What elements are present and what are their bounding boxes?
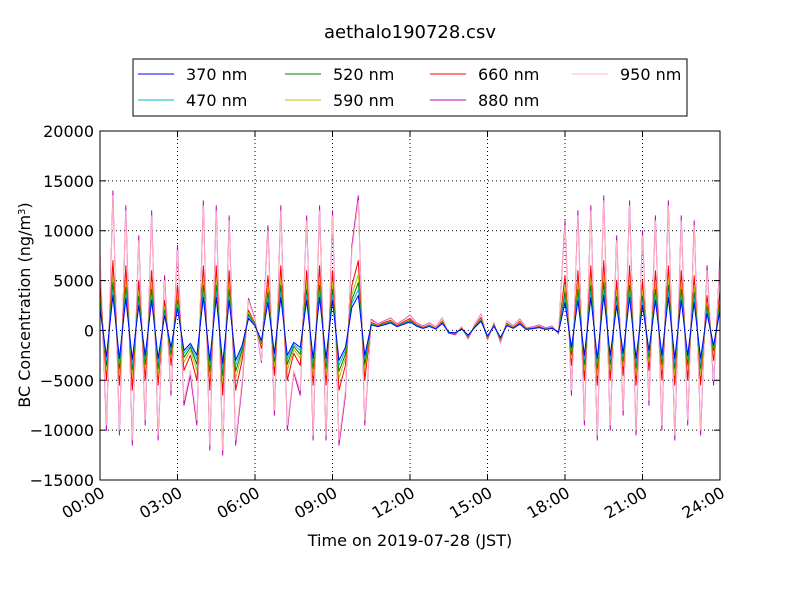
series-line-520-nm bbox=[100, 282, 720, 376]
series-line-590-nm bbox=[100, 274, 720, 383]
legend-item: 880 nm bbox=[430, 91, 539, 110]
legend-item: 520 nm bbox=[285, 65, 394, 84]
chart-title: aethalo190728.csv bbox=[324, 22, 496, 43]
y-tick-label: −15000 bbox=[30, 471, 94, 490]
x-tick-label: 15:00 bbox=[446, 483, 495, 523]
legend-item: 590 nm bbox=[285, 91, 394, 110]
legend-frame bbox=[132, 58, 688, 117]
x-axis-label: Time on 2019-07-28 (JST) bbox=[307, 531, 512, 550]
y-tick-label: 0 bbox=[84, 321, 94, 340]
x-tick-label: 06:00 bbox=[214, 483, 263, 523]
legend-label: 590 nm bbox=[333, 91, 394, 110]
series-layer bbox=[100, 190, 720, 456]
y-tick-label: −10000 bbox=[30, 421, 94, 440]
legend-label: 370 nm bbox=[186, 65, 247, 84]
legend-label: 950 nm bbox=[620, 65, 681, 84]
series-line-660-nm bbox=[100, 260, 720, 396]
y-tick-label: 5000 bbox=[53, 272, 94, 291]
legend-item: 370 nm bbox=[138, 65, 247, 84]
y-axis-label-superscript: 3 bbox=[17, 209, 28, 215]
y-tick-label: 20000 bbox=[43, 122, 94, 141]
legend: 370 nm 470 nm 520 nm 590 nm 660 nm 880 nm 950 … bbox=[132, 58, 688, 117]
legend-label: 880 nm bbox=[478, 91, 539, 110]
y-axis-label: BC Concentration (ng/m3) bbox=[15, 202, 34, 407]
series-line-950-nm bbox=[100, 195, 720, 451]
legend-item: 470 nm bbox=[138, 91, 247, 110]
x-tick-label: 09:00 bbox=[291, 483, 340, 523]
legend-label: 660 nm bbox=[478, 65, 539, 84]
x-axis-tick-labels: 00:00 03:00 06:00 09:00 12:00 15:00 18:00 21:00… bbox=[59, 483, 728, 523]
series-line-370-nm bbox=[100, 295, 720, 364]
legend-label: 470 nm bbox=[186, 91, 247, 110]
x-tick-label: 03:00 bbox=[136, 483, 185, 523]
axis-ticks bbox=[99, 130, 721, 481]
x-tick-label: 24:00 bbox=[679, 483, 728, 523]
y-axis-label-base: BC Concentration (ng/m bbox=[15, 215, 34, 408]
y-tick-label: 15000 bbox=[43, 172, 94, 191]
plot-area bbox=[99, 130, 721, 481]
legend-item: 660 nm bbox=[430, 65, 539, 84]
series-line-470-nm bbox=[100, 289, 720, 370]
legend-label: 520 nm bbox=[333, 65, 394, 84]
y-axis-label-tail: ) bbox=[15, 202, 34, 208]
y-tick-label: 10000 bbox=[43, 222, 94, 241]
x-tick-label: 21:00 bbox=[601, 483, 650, 523]
x-tick-label: 12:00 bbox=[369, 483, 418, 523]
y-axis-tick-labels: −15000 −10000 −5000 0 5000 10000 15000 20000 bbox=[30, 122, 94, 490]
y-tick-label: −5000 bbox=[40, 371, 94, 390]
legend-item: 950 nm bbox=[572, 65, 681, 84]
x-tick-label: 18:00 bbox=[524, 483, 573, 523]
